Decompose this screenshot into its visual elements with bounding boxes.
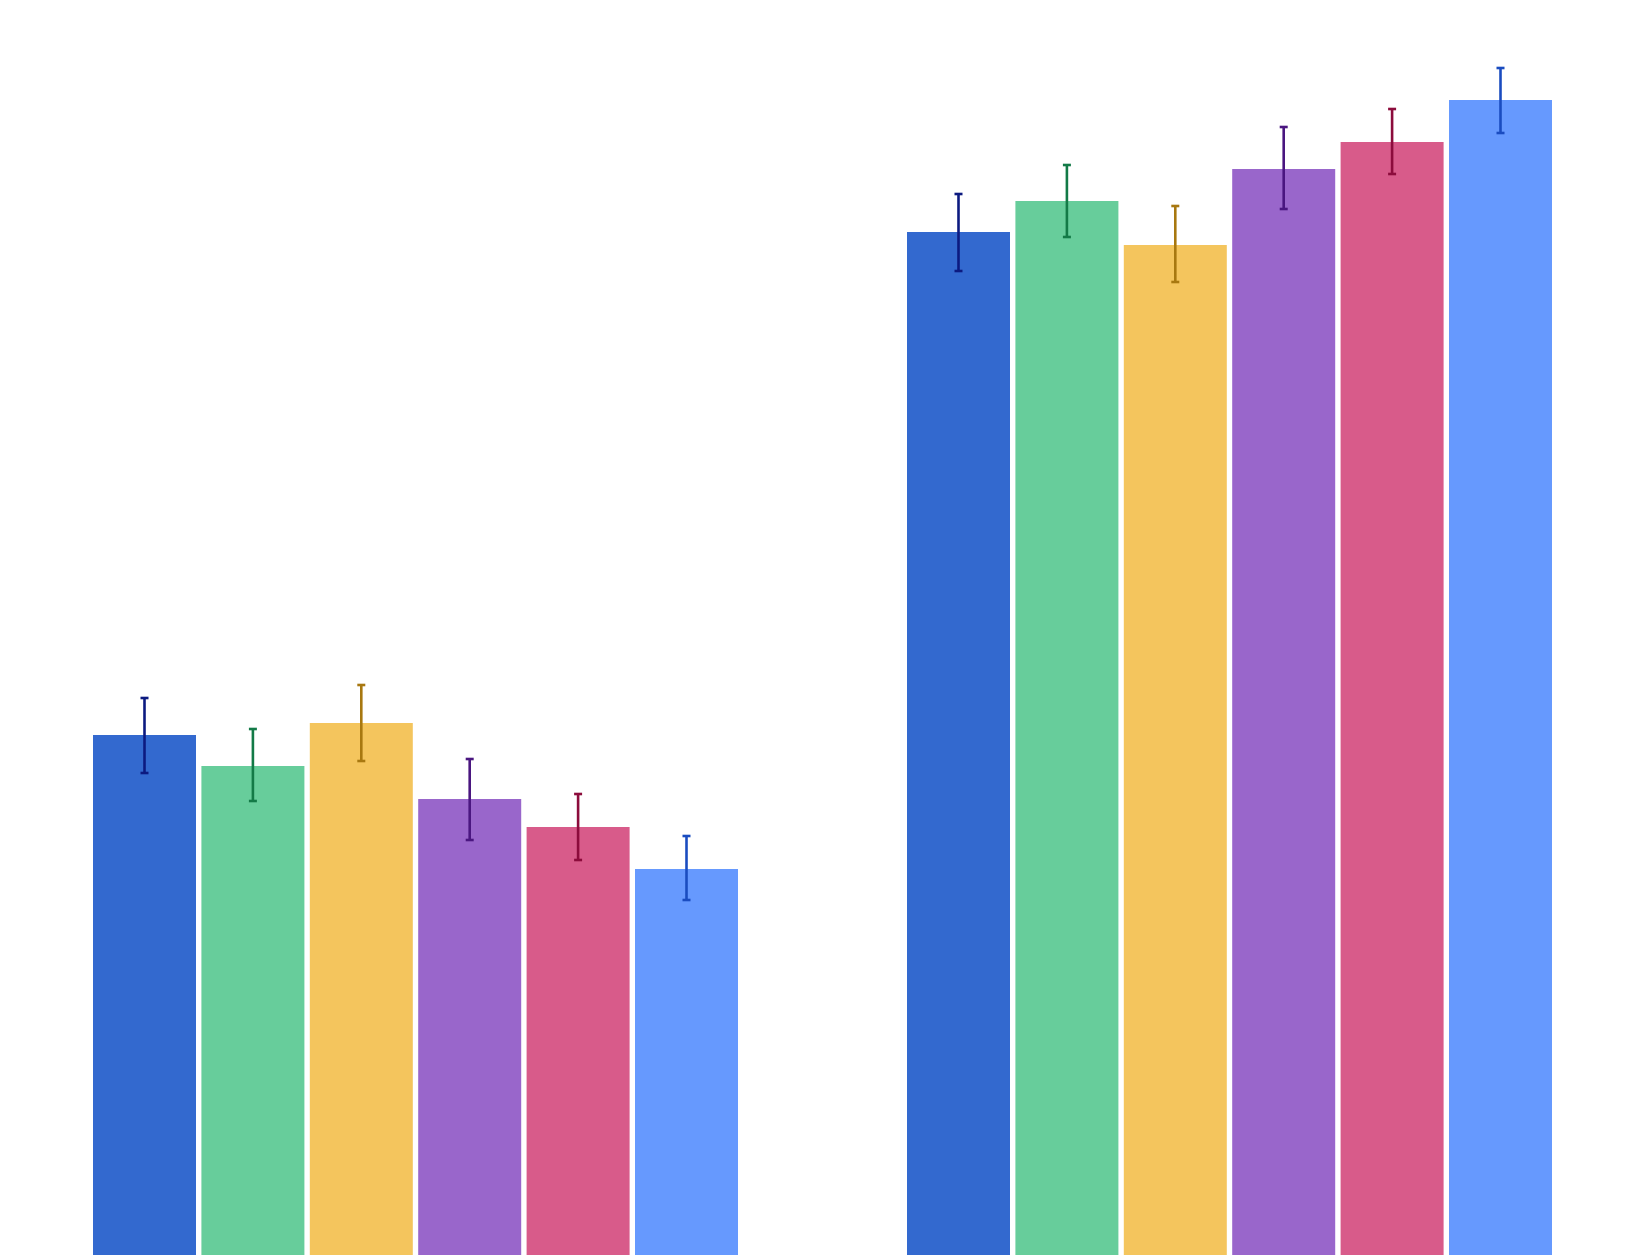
error-bar-g1-s2 xyxy=(248,727,257,803)
bar-g1-s1 xyxy=(93,735,196,1255)
error-bar-g1-s1 xyxy=(140,696,149,775)
bar-g2-s5 xyxy=(1340,142,1444,1255)
bar-g2-s6 xyxy=(1449,100,1552,1255)
error-bar-g2-s5 xyxy=(1388,107,1397,176)
bar-group-2 xyxy=(907,66,1552,1255)
error-bar-g1-s4 xyxy=(465,757,474,842)
bar-g1-s6 xyxy=(635,869,738,1255)
bar-g1-s4 xyxy=(418,799,522,1255)
error-bar-g2-s2 xyxy=(1062,163,1071,239)
error-bar-g2-s1 xyxy=(954,192,963,273)
bar-group-1 xyxy=(93,683,738,1255)
error-bar-g1-s5 xyxy=(574,792,583,862)
error-bar-g2-s4 xyxy=(1279,125,1288,211)
error-bar-g1-s3 xyxy=(357,683,366,763)
error-bar-g2-s6 xyxy=(1496,66,1505,135)
bar-g2-s1 xyxy=(907,232,1010,1255)
bar-g2-s3 xyxy=(1123,245,1227,1255)
bar-g1-s2 xyxy=(201,766,305,1255)
error-bar-g2-s3 xyxy=(1171,204,1180,284)
bar-g2-s2 xyxy=(1015,201,1119,1255)
bar-g2-s4 xyxy=(1232,169,1336,1255)
error-bar-g1-s6 xyxy=(682,834,691,902)
bar-g1-s3 xyxy=(309,723,413,1255)
bar-g1-s5 xyxy=(526,827,630,1255)
